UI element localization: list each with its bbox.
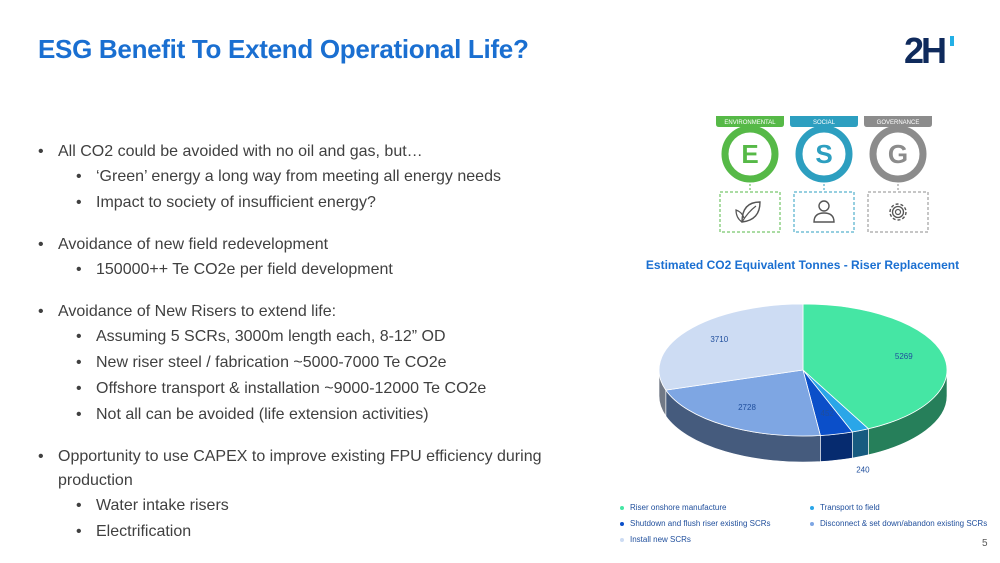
page-number: 5 bbox=[982, 538, 988, 549]
bullet-group: Opportunity to use CAPEX to improve exis… bbox=[38, 445, 598, 545]
pie-slice-side bbox=[852, 428, 869, 459]
legend-item: Shutdown and flush riser existing SCRs bbox=[620, 519, 771, 528]
bullet-item: All CO2 could be avoided with no oil and… bbox=[38, 140, 598, 164]
esg-governance: GOVERNANCE G bbox=[864, 116, 932, 233]
svg-text:2H: 2H bbox=[904, 30, 945, 70]
pie-slice-0 bbox=[802, 303, 948, 430]
sub-bullet-item: 150000++ Te CO2e per field development bbox=[38, 257, 598, 283]
legend-label: Riser onshore manufacture bbox=[630, 503, 727, 512]
legend-label: Disconnect & set down/abandon existing S… bbox=[820, 519, 988, 528]
chart-title: Estimated CO2 Equivalent Tonnes - Riser … bbox=[645, 258, 960, 272]
person-icon bbox=[813, 200, 835, 223]
sub-bullet-item: Not all can be avoided (life extension a… bbox=[38, 402, 598, 428]
esg-environmental: ENVIRONMENTAL E bbox=[716, 116, 784, 233]
svg-text:S: S bbox=[815, 139, 832, 169]
pie-chart: 5269 240 452 2728 3710 bbox=[658, 303, 948, 475]
bullet-list: All CO2 could be avoided with no oil and… bbox=[38, 140, 598, 562]
pie-data-label: 240 bbox=[856, 466, 870, 475]
esg-social: SOCIAL S bbox=[790, 116, 858, 233]
svg-text:G: G bbox=[888, 139, 908, 169]
svg-text:SOCIAL: SOCIAL bbox=[813, 120, 836, 126]
sub-bullet-item: Assuming 5 SCRs, 3000m length each, 8-12… bbox=[38, 324, 598, 350]
sub-bullet-item: Electrification bbox=[38, 519, 598, 545]
gear-icon bbox=[889, 203, 907, 221]
pie-data-label: 452 bbox=[821, 409, 835, 418]
legend-item: Install new SCRs bbox=[620, 535, 691, 544]
legend-swatch bbox=[620, 521, 624, 526]
company-logo: 2H bbox=[904, 30, 954, 70]
svg-text:GOVERNANCE: GOVERNANCE bbox=[877, 120, 920, 126]
sub-bullet-item: ‘Green’ energy a long way from meeting a… bbox=[38, 164, 598, 190]
pie-slice-4 bbox=[658, 303, 804, 391]
pie-data-label: 2728 bbox=[738, 403, 756, 412]
esg-graphic: ENVIRONMENTAL E SOCIAL S GOVERNANCE G bbox=[716, 116, 932, 233]
bullet-item: Avoidance of new field redevelopment bbox=[38, 233, 598, 257]
slide-title: ESG Benefit To Extend Operational Life? bbox=[38, 34, 529, 64]
legend-label: Transport to field bbox=[820, 503, 880, 512]
legend-swatch bbox=[620, 505, 624, 510]
legend-item: Transport to field bbox=[810, 503, 880, 512]
legend-swatch bbox=[810, 521, 814, 526]
sub-bullet-item: New riser steel / fabrication ~5000-7000… bbox=[38, 350, 598, 376]
legend-swatch bbox=[810, 505, 814, 510]
legend-swatch bbox=[620, 537, 624, 542]
sub-bullet-item: Impact to society of insufficient energy… bbox=[38, 190, 598, 216]
bullet-item: Avoidance of New Risers to extend life: bbox=[38, 300, 598, 324]
bullet-group: All CO2 could be avoided with no oil and… bbox=[38, 140, 598, 216]
legend-label: Install new SCRs bbox=[630, 535, 691, 544]
legend-label: Shutdown and flush riser existing SCRs bbox=[630, 519, 771, 528]
pie-slice-side bbox=[820, 431, 853, 462]
legend-item: Disconnect & set down/abandon existing S… bbox=[810, 519, 987, 528]
pie-data-label: 5269 bbox=[895, 352, 913, 361]
svg-text:ENVIRONMENTAL: ENVIRONMENTAL bbox=[724, 120, 776, 126]
legend-item: Riser onshore manufacture bbox=[620, 503, 727, 512]
sub-bullet-item: Water intake risers bbox=[38, 493, 598, 519]
leaf-icon bbox=[735, 201, 761, 223]
svg-text:E: E bbox=[741, 139, 758, 169]
sub-bullet-item: Offshore transport & installation ~9000-… bbox=[38, 376, 598, 402]
bullet-item: Opportunity to use CAPEX to improve exis… bbox=[38, 445, 598, 493]
bullet-group: Avoidance of new field redevelopment 150… bbox=[38, 233, 598, 283]
bullet-group: Avoidance of New Risers to extend life: … bbox=[38, 300, 598, 428]
pie-data-label: 3710 bbox=[710, 335, 728, 344]
pie-slice-3 bbox=[665, 369, 821, 437]
